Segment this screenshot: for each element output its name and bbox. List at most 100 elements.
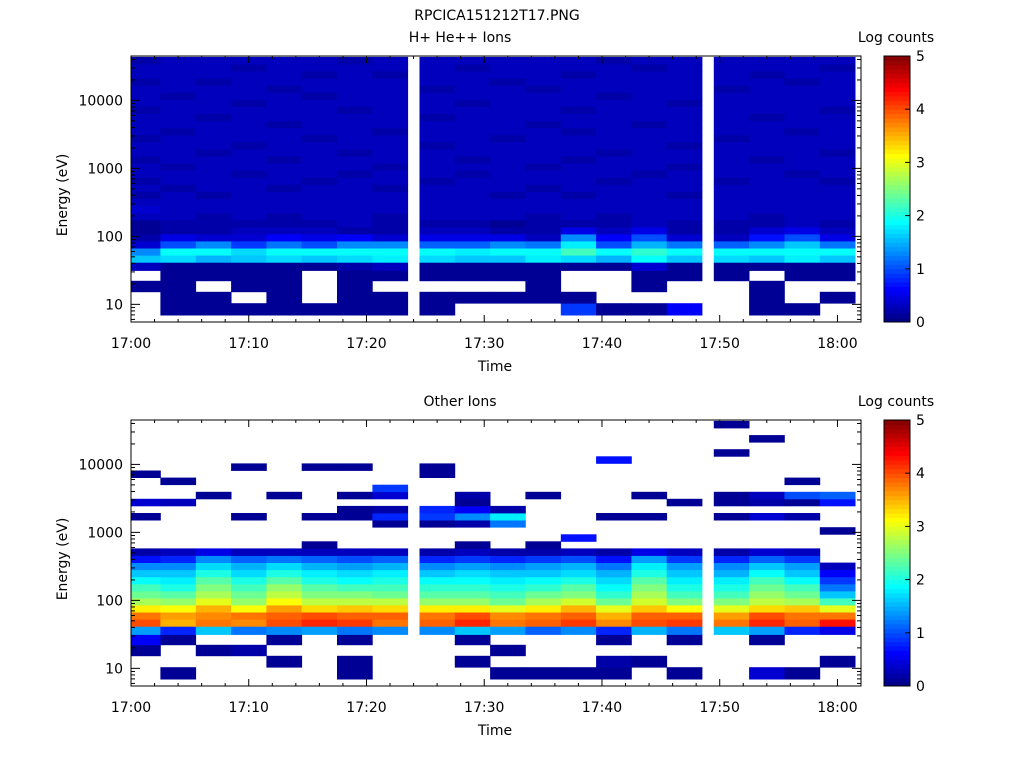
heatmap-cell — [666, 598, 703, 606]
heatmap-cell — [131, 56, 161, 65]
colorbar-swatch — [884, 548, 910, 554]
heatmap-cell — [596, 113, 632, 122]
x-axis-label: Time — [477, 723, 512, 739]
heatmap-cell — [525, 262, 562, 271]
heatmap-cell — [454, 562, 491, 571]
heatmap-cell — [372, 576, 409, 585]
heatmap-cell — [195, 212, 232, 221]
heatmap-cell — [195, 576, 232, 585]
heatmap-cell — [266, 163, 303, 171]
heatmap-cell — [631, 106, 668, 114]
heatmap-cell — [131, 576, 161, 585]
heatmap-cell — [819, 619, 856, 627]
heatmap-cell — [490, 191, 526, 199]
colorbar-tick-label: 1 — [916, 262, 925, 278]
heatmap-cell — [131, 605, 161, 613]
colorbar-swatch — [884, 499, 910, 505]
heatmap-cell — [631, 591, 668, 599]
heatmap-cell — [666, 555, 703, 563]
heatmap-cell — [749, 634, 785, 646]
heatmap-cell — [160, 477, 197, 486]
heatmap-cell — [454, 64, 491, 72]
colorbar-swatch — [884, 104, 910, 110]
heatmap-cell — [231, 198, 267, 207]
heatmap-cell — [525, 248, 562, 256]
heatmap-cell — [454, 541, 491, 549]
colorbar-swatch — [884, 157, 910, 163]
colorbar-swatch — [884, 637, 910, 643]
heatmap-cell — [131, 634, 161, 646]
heatmap-cell — [301, 598, 338, 606]
x-tick-label: 17:40 — [582, 700, 622, 716]
colorbar-swatch — [884, 495, 910, 501]
heatmap-cell — [131, 598, 161, 606]
heatmap-cell — [749, 177, 785, 185]
colorbar-swatch — [884, 650, 910, 656]
heatmap-cell — [490, 241, 526, 249]
heatmap-cell — [419, 170, 456, 178]
heatmap-cell — [231, 270, 267, 282]
heatmap-cell — [560, 205, 597, 214]
heatmap-cell — [631, 605, 668, 613]
heatmap-cell — [301, 234, 338, 242]
heatmap-cell — [195, 234, 232, 242]
heatmap-cell — [337, 106, 373, 114]
heatmap-cell — [131, 280, 161, 293]
heatmap-cell — [819, 163, 856, 171]
heatmap-cell — [490, 205, 526, 214]
heatmap-cell — [819, 227, 856, 235]
heatmap-cell — [631, 303, 668, 316]
heatmap-cell — [631, 198, 668, 207]
colorbar-swatch — [884, 215, 910, 221]
heatmap-cell — [372, 141, 409, 150]
heatmap-cells — [131, 56, 856, 316]
heatmap-cell — [749, 291, 785, 304]
heatmap-cell — [160, 548, 197, 556]
heatmap-cell — [419, 212, 456, 221]
heatmap-cell — [195, 555, 232, 563]
heatmap-cell — [713, 219, 750, 228]
colorbar-swatch — [884, 140, 910, 146]
heatmap-cell — [631, 280, 668, 293]
heatmap-cell — [666, 270, 703, 282]
heatmap-cell — [419, 505, 456, 514]
heatmap-cell — [490, 583, 526, 592]
heatmap-cell — [337, 491, 373, 500]
heatmap-cell — [666, 141, 703, 150]
heatmap-cell — [490, 212, 526, 221]
colorbar-swatch — [884, 606, 910, 612]
heatmap-cell — [454, 248, 491, 256]
heatmap-cell — [419, 71, 456, 79]
heatmap-cell — [525, 127, 562, 136]
heatmap-cell — [784, 605, 821, 613]
heatmap-cell — [525, 149, 562, 157]
heatmap-cell — [131, 241, 161, 249]
heatmap-cell — [231, 626, 267, 635]
heatmap-cell — [337, 56, 373, 65]
heatmap-cell — [666, 498, 703, 507]
heatmap-cell — [372, 92, 409, 100]
heatmap-cell — [131, 120, 161, 129]
heatmap-cell — [419, 513, 456, 521]
heatmap-cell — [560, 591, 597, 599]
heatmap-cell — [666, 113, 703, 122]
colorbar-swatch — [884, 282, 910, 288]
colorbar-swatch — [884, 126, 910, 132]
heatmap-cell — [337, 113, 373, 122]
heatmap-cell — [131, 71, 161, 79]
heatmap-cell — [160, 106, 197, 114]
heatmap-cell — [301, 134, 338, 143]
heatmap-cell — [131, 591, 161, 599]
heatmap-cell — [266, 576, 303, 585]
heatmap-cell — [525, 234, 562, 242]
heatmap-cell — [131, 163, 161, 171]
heatmap-cell — [195, 291, 232, 304]
heatmap-cell — [784, 477, 821, 486]
colorbar-swatch — [884, 468, 910, 474]
heatmap-cell — [490, 78, 526, 86]
heatmap-cell — [372, 612, 409, 620]
heatmap-cell — [784, 270, 821, 282]
colorbar-tick-label: 0 — [916, 315, 925, 331]
colorbar-swatch — [884, 672, 910, 678]
heatmap-cell — [372, 241, 409, 249]
